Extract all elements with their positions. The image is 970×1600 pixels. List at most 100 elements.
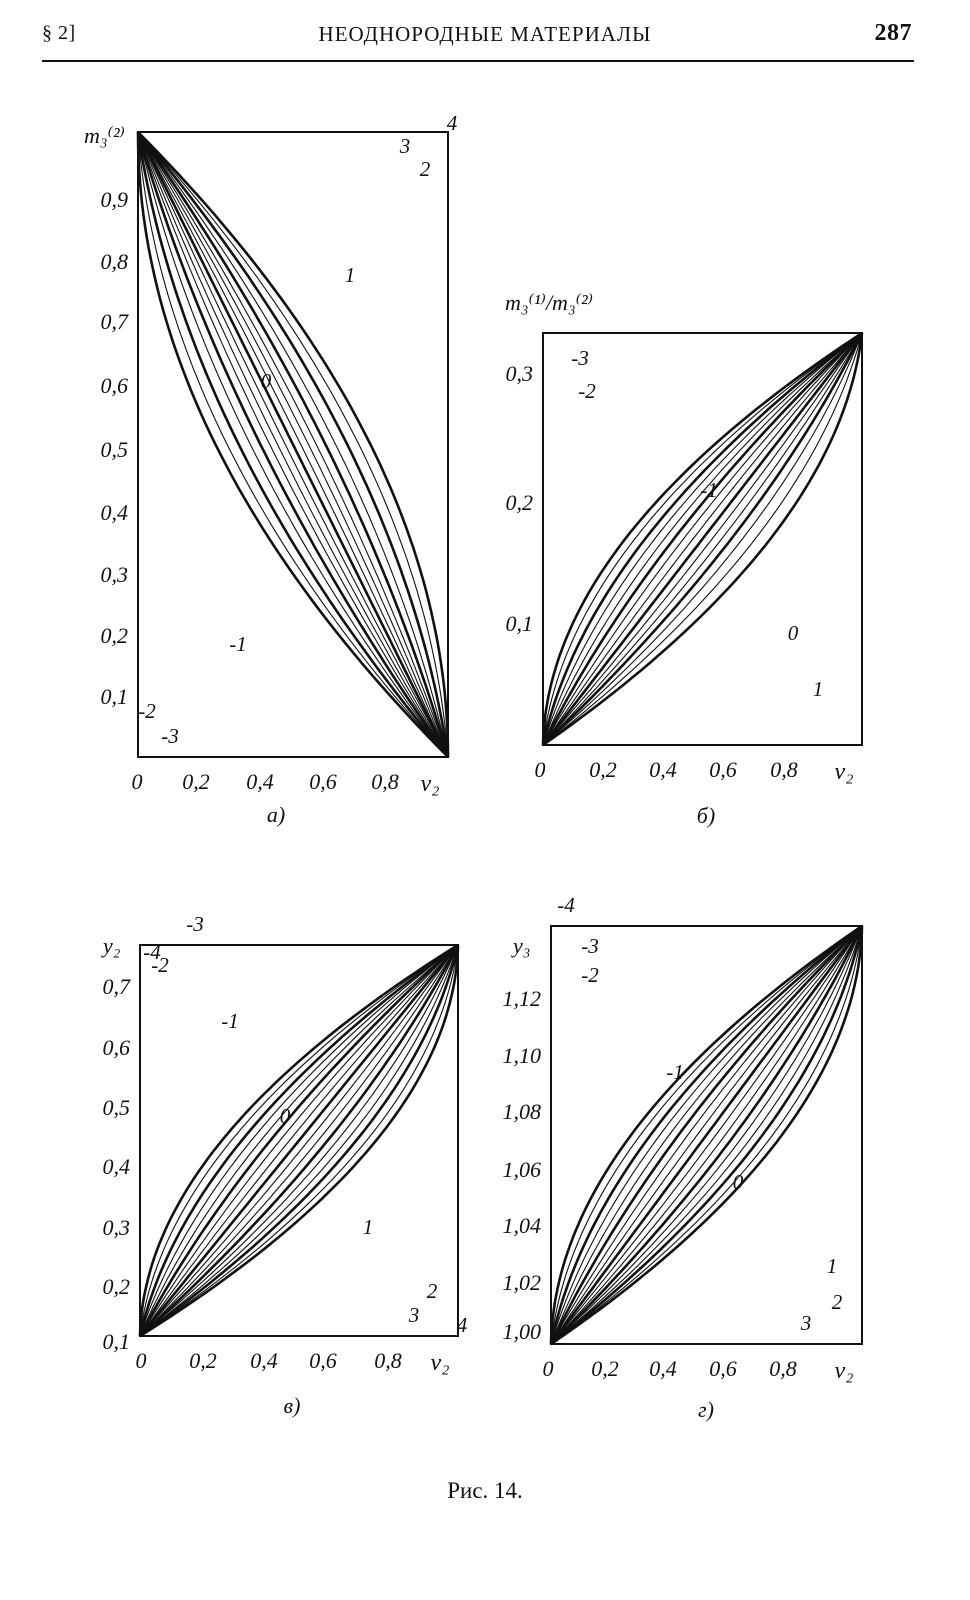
series-line-6 — [138, 944, 459, 1337]
curve-label: -2 — [581, 963, 599, 987]
series-line-4 — [139, 944, 459, 1337]
x-tick-label: 0 — [535, 757, 546, 782]
series-line-12 — [137, 131, 449, 758]
series-line-5 — [136, 131, 450, 758]
curve-label: -2 — [151, 953, 169, 977]
x-tick-label: 0,4 — [649, 757, 677, 782]
curve-label: 2 — [420, 157, 431, 181]
curve-label: -4 — [143, 940, 161, 964]
curve-label: -3 — [581, 934, 599, 958]
x-tick-label: 0,2 — [182, 769, 210, 794]
y-tick-label: 0,7 — [101, 309, 130, 334]
x-tick-label: 0,6 — [709, 1356, 737, 1381]
series-line-11 — [137, 131, 449, 758]
series-line-9 — [136, 131, 450, 758]
x-axis-label: v₂ — [421, 771, 440, 797]
y-axis-label: y₃ — [511, 933, 530, 958]
series-line-14 — [137, 131, 449, 758]
series-line-6 — [541, 332, 863, 746]
series-line-4 — [550, 925, 863, 1345]
series-line-5 — [139, 944, 459, 1337]
series-line-17 — [137, 131, 450, 758]
series-line-14 — [550, 925, 863, 1345]
series-line-8 — [550, 925, 863, 1345]
plot-frame — [542, 332, 863, 746]
series-line-16 — [139, 944, 459, 1337]
series-line-15 — [550, 925, 864, 1346]
curve-label: -1 — [229, 632, 247, 656]
x-tick-label: 0,2 — [189, 1348, 217, 1373]
series-line-13 — [550, 925, 863, 1345]
series-line-10 — [137, 131, 449, 758]
series-line-7 — [550, 925, 863, 1345]
x-tick-label: 0,8 — [769, 1356, 797, 1381]
curve-label: -3 — [571, 346, 589, 370]
series-line-13 — [542, 332, 863, 746]
y-tick-label: 0,4 — [103, 1154, 131, 1179]
curve-label: -3 — [161, 724, 179, 748]
y-tick-label: 0,3 — [101, 562, 129, 587]
curve-label: 1 — [827, 1254, 838, 1278]
series-line-6 — [137, 131, 449, 758]
y-tick-label: 1,12 — [503, 986, 542, 1011]
x-tick-label: 0 — [132, 769, 143, 794]
y-tick-label: 0,4 — [101, 500, 129, 525]
x-tick-label: 0,8 — [371, 769, 399, 794]
y-tick-label: 0,7 — [103, 974, 132, 999]
series-line-9 — [138, 944, 460, 1337]
y-tick-label: 0,3 — [506, 361, 534, 386]
panel-label: а) — [267, 802, 285, 827]
series-line-15 — [139, 944, 460, 1338]
series-line-13 — [136, 131, 450, 758]
series-line-16 — [550, 925, 863, 1345]
y-tick-label: 0,2 — [506, 490, 534, 515]
curve-label: 2 — [832, 1290, 843, 1314]
x-tick-label: 0,6 — [309, 1348, 337, 1373]
curve-label: 0 — [788, 621, 799, 645]
series-line-15 — [542, 332, 864, 747]
curve-label: 3 — [800, 1311, 812, 1335]
panel-label: в) — [284, 1393, 301, 1418]
series-line-12 — [139, 944, 460, 1337]
curve-label: 3 — [408, 1303, 420, 1327]
series-line-5 — [550, 925, 863, 1345]
curve-label: -2 — [578, 379, 596, 403]
series-line-12 — [542, 332, 864, 746]
y-tick-label: 0,6 — [101, 373, 129, 398]
plot-frame — [139, 944, 459, 1337]
x-tick-label: 0,4 — [649, 1356, 677, 1381]
y-tick-label: 1,00 — [503, 1319, 542, 1344]
series-line-10 — [550, 925, 863, 1345]
curve-label: 1 — [345, 263, 356, 287]
x-tick-label: 0,6 — [309, 769, 337, 794]
series-line-7 — [137, 131, 449, 758]
y-axis-label: m₃⁽²⁾ — [84, 123, 125, 148]
series-line-15 — [137, 131, 450, 758]
y-tick-label: 1,06 — [503, 1157, 542, 1182]
series-line-1 — [541, 331, 863, 746]
y-tick-label: 0,1 — [506, 611, 534, 636]
series-line-3 — [138, 943, 459, 1337]
series-line-8 — [139, 944, 459, 1337]
panel-label: б) — [697, 803, 715, 828]
series-line-3 — [136, 131, 449, 758]
series-line-12 — [550, 925, 864, 1345]
x-tick-label: 0,6 — [709, 757, 737, 782]
x-tick-label: 0,8 — [374, 1348, 402, 1373]
x-axis-label: v₂ — [431, 1350, 450, 1376]
panel-label: г) — [698, 1397, 714, 1422]
series-line-8 — [542, 332, 863, 746]
curve-label: 3 — [399, 134, 411, 158]
series-line-1 — [549, 924, 863, 1345]
series-line-16 — [137, 131, 449, 758]
y-tick-label: 0,2 — [103, 1274, 131, 1299]
curve-label: 0 — [733, 1170, 744, 1194]
y-tick-label: 0,8 — [101, 249, 129, 274]
series-line-17 — [139, 944, 460, 1338]
running-head-section: § 2] — [42, 22, 76, 44]
series-line-2 — [137, 131, 449, 758]
y-tick-label: 0,1 — [103, 1329, 131, 1354]
y-tick-label: 1,08 — [503, 1099, 542, 1124]
series-line-11 — [550, 925, 863, 1345]
curve-label: 4 — [447, 111, 458, 135]
